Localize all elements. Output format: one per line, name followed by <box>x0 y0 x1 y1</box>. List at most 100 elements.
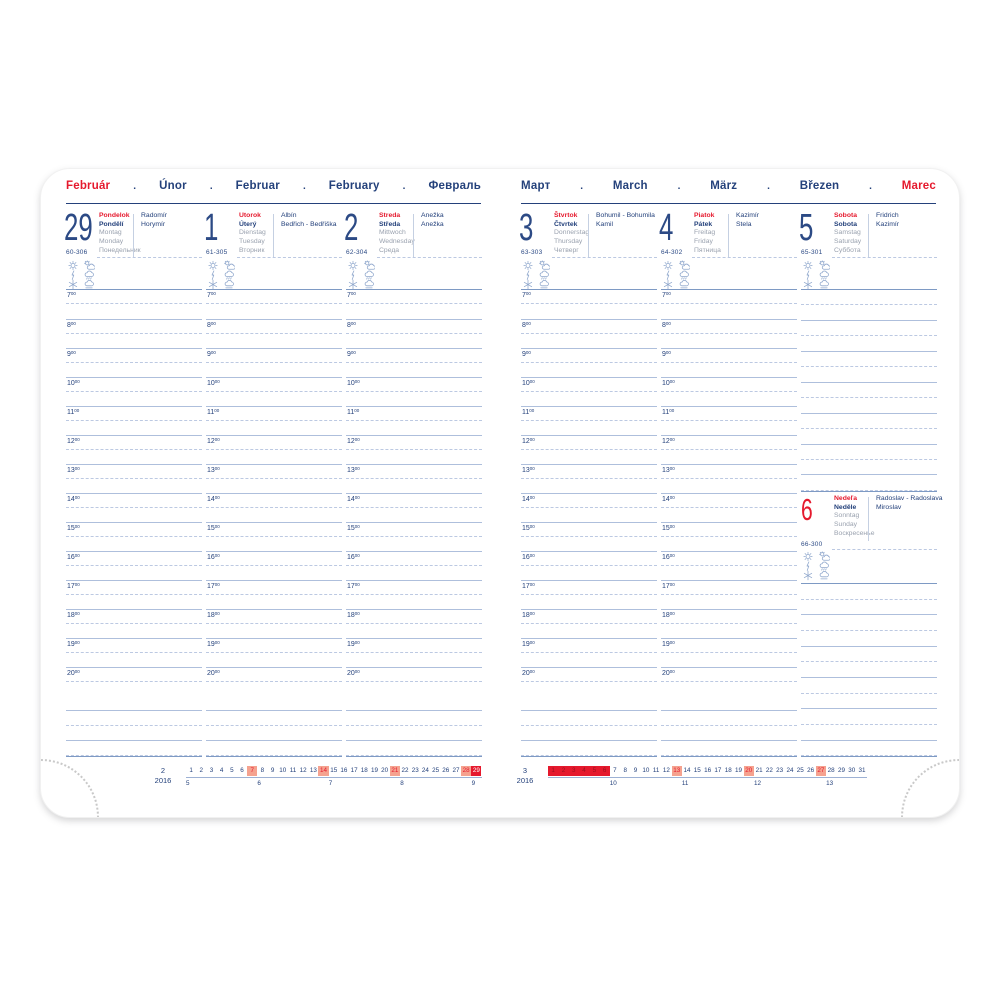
month-separator: . <box>580 181 584 192</box>
hour-dashed-line <box>661 420 797 421</box>
weather-icons <box>522 260 550 290</box>
hour-slot: 1700 <box>66 580 202 609</box>
day-name-sk: Streda <box>379 212 401 219</box>
rule-line <box>801 460 937 476</box>
hour-value: 12 <box>662 438 670 445</box>
name-days: Bohumil - Bohumila Kamil <box>596 212 655 229</box>
right-page: Март. March. März. Březen. Marec 3 63-303 Štvrt… <box>519 169 943 817</box>
hour-value: 7 <box>67 292 71 299</box>
hour-value: 7 <box>207 292 211 299</box>
minical-day: 27 <box>815 766 827 776</box>
sun-icon <box>208 261 218 271</box>
day-names: Streda Středa Mittwoch Wednesday Среда <box>379 212 415 256</box>
minical-day: 6 <box>240 767 244 774</box>
mini-rule <box>186 777 482 778</box>
hour-value: 20 <box>347 670 355 677</box>
day-number: 3 <box>519 207 534 249</box>
hour-dashed-line <box>521 623 657 624</box>
note-line <box>206 711 342 726</box>
hour-label: 1100 <box>67 408 79 417</box>
hour-slot: 700 <box>661 290 797 319</box>
hour-slot: 2000 <box>66 667 202 696</box>
hour-label: 900 <box>522 350 531 359</box>
hour-dashed-line <box>346 391 482 392</box>
hour-value: 14 <box>67 496 75 503</box>
header-dashed-line <box>692 257 797 258</box>
rule-line <box>801 725 937 741</box>
weather-icon-row <box>662 270 690 281</box>
hour-minutes: 00 <box>214 581 220 587</box>
note-line <box>521 741 657 756</box>
hour-value: 12 <box>347 438 355 445</box>
minical-day: 23 <box>411 767 419 774</box>
hour-label: 1200 <box>522 437 535 446</box>
hour-label: 1000 <box>347 379 360 388</box>
hour-label: 1100 <box>207 408 219 417</box>
day-name-ru: Пятница <box>694 246 721 254</box>
note-line <box>206 726 342 741</box>
hour-label: 1600 <box>522 553 535 562</box>
week-number: 8 <box>400 779 404 787</box>
lightning-icon <box>526 270 530 280</box>
hour-label: 1300 <box>347 466 360 475</box>
sun-cloud-icon <box>818 260 830 270</box>
hour-value: 18 <box>522 612 530 619</box>
hour-value: 8 <box>522 322 526 329</box>
minical-day: 9 <box>270 767 275 774</box>
day-name-sk: Sobota <box>834 212 858 219</box>
mini-month: 3 <box>522 766 528 775</box>
hour-label: 800 <box>67 321 76 330</box>
hour-dashed-line <box>66 623 202 624</box>
wind-cloud-icon <box>819 280 829 289</box>
day-name-en: Tuesday <box>239 238 265 246</box>
hour-minutes: 00 <box>529 668 535 674</box>
week-number: 9 <box>471 779 476 787</box>
hour-value: 7 <box>347 292 351 299</box>
day-name-sk: Piatok <box>694 212 715 219</box>
hour-dashed-line <box>661 391 797 392</box>
header-divider <box>868 496 869 541</box>
hour-minutes: 00 <box>529 378 535 384</box>
hour-label: 1500 <box>347 524 360 533</box>
name-day: Kazimír <box>876 220 900 228</box>
day-header: 5 65-301 Sobota Sobota Samstag Saturday Суббот… <box>799 209 937 290</box>
name-days: Kazimír Stela <box>736 212 759 229</box>
hour-value: 10 <box>522 380 530 387</box>
day-name-en: Wednesday <box>379 238 415 246</box>
snowflake-icon <box>348 279 358 290</box>
hour-dashed-line <box>346 594 482 595</box>
hour-dashed-line <box>206 565 342 566</box>
hour-dashed-line <box>346 420 482 421</box>
hour-label: 1600 <box>662 553 675 562</box>
hour-minutes: 00 <box>354 639 360 645</box>
hour-dashed-line <box>206 333 342 334</box>
name-day: Miroslav <box>876 503 902 511</box>
minical-day: 19 <box>734 767 742 774</box>
hour-minutes: 00 <box>669 668 675 674</box>
hour-dashed-line <box>346 303 482 304</box>
month-name: März <box>710 180 738 192</box>
hour-label: 1400 <box>207 495 220 504</box>
rain-cloud-icon <box>679 270 689 280</box>
hour-dashed-line <box>661 303 797 304</box>
day-name-cz: Pondělí <box>99 220 124 228</box>
hours-area: 700 800 900 1000 1100 1200 1300 1400 1500 1600 170… <box>66 290 202 696</box>
hour-value: 15 <box>347 525 355 532</box>
header-divider <box>588 214 589 258</box>
name-days: Radoslav - Radoslava Miroslav <box>876 495 943 512</box>
header-dashed-line <box>552 257 657 258</box>
weather-icon-row <box>207 260 235 271</box>
weather-icon-row <box>347 279 375 290</box>
hour-dashed-line <box>521 478 657 479</box>
snowflake-icon <box>208 279 218 290</box>
hour-value: 18 <box>662 612 670 619</box>
day-names: Sobota Sobota Samstag Saturday Суббота <box>834 212 861 256</box>
minical-day: 29 <box>471 766 482 776</box>
hour-label: 1100 <box>522 408 534 417</box>
month-separator: . <box>133 181 137 192</box>
hour-dashed-line <box>661 536 797 537</box>
hour-label: 1300 <box>662 466 675 475</box>
hour-dashed-line <box>661 623 797 624</box>
hour-minutes: 00 <box>214 610 220 616</box>
hour-slot: 700 <box>521 290 657 319</box>
